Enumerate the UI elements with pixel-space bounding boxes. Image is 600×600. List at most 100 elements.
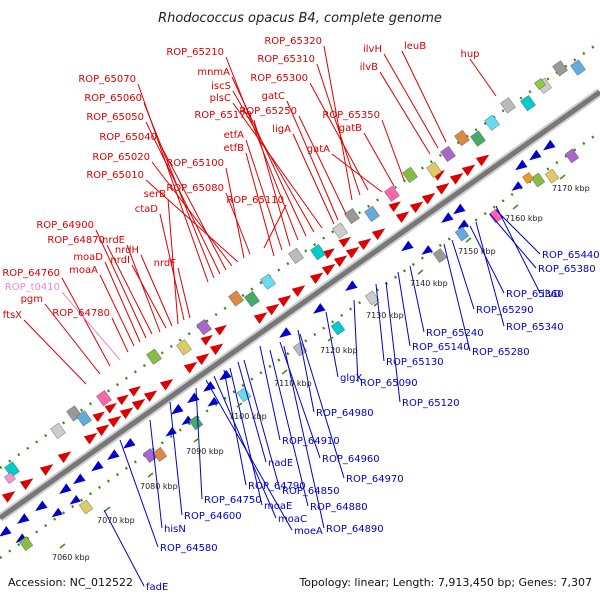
- forward-feature-block[interactable]: [176, 339, 192, 356]
- reverse-gene-arrow[interactable]: [67, 495, 81, 508]
- reverse-feature-block[interactable]: [236, 387, 252, 403]
- forward-feature-block[interactable]: [288, 247, 304, 264]
- gene-label-forward[interactable]: iscS: [211, 81, 231, 92]
- reverse-gene-arrow[interactable]: [163, 426, 177, 440]
- gene-label-forward[interactable]: ROP_65010: [86, 170, 144, 181]
- forward-gene-arrow[interactable]: [95, 420, 112, 437]
- forward-gene-arrow[interactable]: [322, 245, 338, 259]
- gene-label-forward[interactable]: ROP_65050: [86, 112, 144, 123]
- forward-gene-arrow[interactable]: [371, 224, 388, 241]
- forward-gene-arrow[interactable]: [395, 207, 412, 224]
- forward-gene-arrow[interactable]: [143, 386, 160, 402]
- forward-gene-arrow[interactable]: [104, 399, 120, 414]
- forward-feature-block[interactable]: [332, 222, 348, 239]
- gene-label-reverse[interactable]: moaC: [278, 514, 307, 525]
- gene-label-reverse[interactable]: ilvD: [542, 289, 561, 300]
- reverse-gene-arrow[interactable]: [205, 397, 219, 410]
- gene-label-reverse[interactable]: ROP_64790: [248, 481, 306, 492]
- forward-feature-block[interactable]: [244, 291, 260, 308]
- forward-feature-block[interactable]: [310, 244, 326, 261]
- gene-label-forward[interactable]: moaA: [69, 265, 98, 276]
- gene-label-reverse[interactable]: ROP_64600: [184, 511, 242, 522]
- forward-feature-block[interactable]: [500, 97, 516, 114]
- forward-gene-arrow[interactable]: [265, 300, 282, 316]
- gene-label-forward[interactable]: etfB: [224, 143, 245, 154]
- reverse-gene-arrow[interactable]: [419, 245, 433, 258]
- forward-gene-arrow[interactable]: [421, 189, 438, 205]
- gene-label-reverse[interactable]: ROP_65140: [412, 342, 470, 353]
- forward-feature-block[interactable]: [344, 208, 360, 225]
- reverse-gene-arrow[interactable]: [49, 507, 63, 521]
- forward-gene-arrow[interactable]: [253, 308, 270, 324]
- gene-label-forward[interactable]: serB: [144, 189, 166, 200]
- reverse-gene-arrow[interactable]: [179, 415, 193, 428]
- gene-label-forward[interactable]: ROP_64760: [2, 268, 60, 279]
- forward-gene-arrow[interactable]: [309, 268, 326, 285]
- forward-gene-arrow[interactable]: [461, 160, 478, 177]
- forward-gene-arrow[interactable]: [183, 358, 200, 374]
- gene-label-forward[interactable]: plsC: [210, 93, 231, 104]
- gene-label-reverse[interactable]: ROP_64880: [310, 502, 368, 513]
- gene-label-forward[interactable]: ROP_65170: [194, 110, 252, 121]
- gene-label-reverse[interactable]: ROP_65280: [472, 347, 530, 358]
- reverse-gene-arrow[interactable]: [89, 460, 104, 475]
- forward-feature-block[interactable]: [520, 95, 536, 112]
- forward-gene-arrow[interactable]: [195, 349, 212, 366]
- forward-gene-arrow[interactable]: [159, 375, 176, 391]
- forward-gene-arrow[interactable]: [338, 233, 354, 248]
- gene-label-forward[interactable]: nrdF: [154, 258, 177, 269]
- forward-gene-arrow[interactable]: [83, 429, 100, 445]
- forward-feature-block[interactable]: [552, 60, 568, 77]
- reverse-feature-block[interactable]: [152, 447, 168, 462]
- gene-label-forward[interactable]: ROP_64780: [52, 308, 110, 319]
- gene-label-forward[interactable]: ROP_65210: [166, 47, 224, 58]
- forward-feature-block[interactable]: [4, 461, 20, 478]
- gene-label-reverse[interactable]: ROP_65380: [538, 264, 596, 275]
- gene-label-forward[interactable]: ROP_65020: [92, 152, 150, 163]
- gene-label-reverse[interactable]: ROP_64960: [322, 454, 380, 465]
- gene-label-forward[interactable]: ROP_65110: [226, 195, 284, 206]
- gene-label-reverse[interactable]: ROP_65360: [506, 289, 564, 300]
- gene-label-forward[interactable]: nrdH: [115, 245, 139, 256]
- forward-gene-arrow[interactable]: [435, 179, 452, 195]
- reverse-gene-arrow[interactable]: [451, 203, 466, 218]
- reverse-gene-arrow[interactable]: [541, 139, 556, 154]
- gene-label-forward[interactable]: ROP_t0410: [5, 282, 60, 293]
- gene-label-reverse[interactable]: fadE: [146, 582, 168, 593]
- forward-feature-block[interactable]: [146, 348, 162, 365]
- forward-feature-block[interactable]: [260, 273, 276, 290]
- reverse-feature-block[interactable]: [544, 168, 560, 184]
- reverse-gene-arrow[interactable]: [527, 149, 542, 164]
- gene-label-reverse[interactable]: ROP_65240: [426, 328, 484, 339]
- gene-label-reverse[interactable]: moaE: [264, 501, 292, 512]
- gene-label-forward[interactable]: ilvB: [360, 62, 378, 73]
- forward-feature-block[interactable]: [402, 166, 418, 183]
- forward-feature-block[interactable]: [96, 390, 112, 407]
- gene-label-forward[interactable]: ROP_65300: [250, 73, 308, 84]
- forward-gene-arrow[interactable]: [131, 395, 148, 411]
- gene-label-forward[interactable]: leuB: [404, 41, 426, 52]
- reverse-gene-arrow[interactable]: [169, 403, 184, 418]
- green-feature-block[interactable]: [534, 78, 546, 90]
- gene-label-forward[interactable]: mnmA: [197, 67, 230, 78]
- forward-gene-arrow[interactable]: [475, 151, 492, 167]
- forward-feature-block[interactable]: [76, 410, 92, 427]
- forward-feature-block[interactable]: [440, 145, 456, 162]
- reverse-feature-block[interactable]: [188, 415, 204, 431]
- gene-label-forward[interactable]: ROP_64870: [47, 235, 105, 246]
- forward-feature-block[interactable]: [570, 59, 586, 76]
- gene-label-forward[interactable]: etfA: [224, 130, 245, 141]
- gene-label-forward[interactable]: moaD: [73, 252, 103, 263]
- forward-gene-arrow[interactable]: [321, 260, 338, 276]
- gene-label-forward[interactable]: gatB: [339, 123, 362, 134]
- reverse-gene-arrow[interactable]: [71, 473, 86, 487]
- gene-label-forward[interactable]: ROP_65040: [99, 132, 157, 143]
- forward-feature-block[interactable]: [364, 205, 380, 222]
- forward-gene-arrow[interactable]: [39, 460, 56, 476]
- pink-feature-block[interactable]: [4, 472, 16, 484]
- forward-feature-block[interactable]: [196, 319, 212, 336]
- reverse-gene-arrow[interactable]: [439, 212, 454, 226]
- forward-gene-arrow[interactable]: [19, 474, 36, 490]
- gene-label-forward[interactable]: ROP_65310: [257, 54, 315, 65]
- forward-gene-arrow[interactable]: [119, 403, 136, 419]
